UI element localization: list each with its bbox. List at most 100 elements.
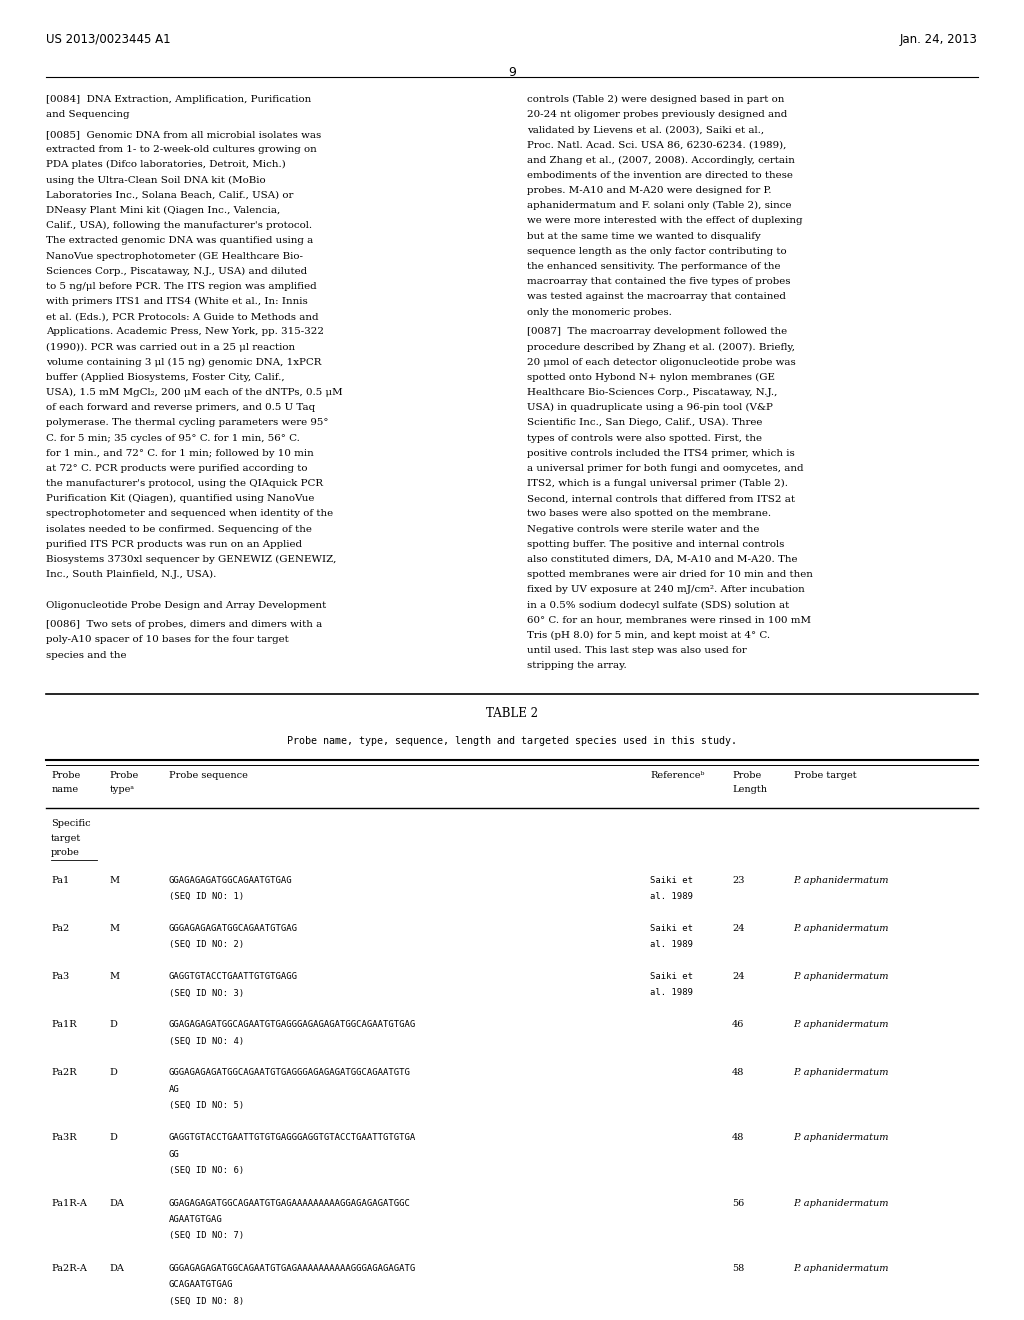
Text: (SEQ ID NO: 2): (SEQ ID NO: 2) — [169, 940, 244, 949]
Text: Oligonucleotide Probe Design and Array Development: Oligonucleotide Probe Design and Array D… — [46, 601, 327, 610]
Text: TABLE 2: TABLE 2 — [486, 708, 538, 721]
Text: [0085]  Genomic DNA from all microbial isolates was: [0085] Genomic DNA from all microbial is… — [46, 129, 322, 139]
Text: buffer (Applied Biosystems, Foster City, Calif.,: buffer (Applied Biosystems, Foster City,… — [46, 372, 285, 381]
Text: Specific: Specific — [51, 818, 91, 828]
Text: isolates needed to be confirmed. Sequencing of the: isolates needed to be confirmed. Sequenc… — [46, 524, 312, 533]
Text: Inc., South Plainfield, N.J., USA).: Inc., South Plainfield, N.J., USA). — [46, 570, 216, 579]
Text: was tested against the macroarray that contained: was tested against the macroarray that c… — [527, 292, 786, 301]
Text: AGAATGTGAG: AGAATGTGAG — [169, 1214, 222, 1224]
Text: for 1 min., and 72° C. for 1 min; followed by 10 min: for 1 min., and 72° C. for 1 min; follow… — [46, 449, 313, 458]
Text: 20-24 nt oligomer probes previously designed and: 20-24 nt oligomer probes previously desi… — [527, 111, 787, 119]
Text: et al. (Eds.), PCR Protocols: A Guide to Methods and: et al. (Eds.), PCR Protocols: A Guide to… — [46, 312, 318, 321]
Text: aphanidermatum and F. solani only (Table 2), since: aphanidermatum and F. solani only (Table… — [527, 201, 792, 210]
Text: GGGAGAGAGATGGCAGAATGTGAG: GGGAGAGAGATGGCAGAATGTGAG — [169, 924, 298, 933]
Text: GAGGTGTACCTGAATTGTGTGAGG: GAGGTGTACCTGAATTGTGTGAGG — [169, 972, 298, 981]
Text: P. aphanidermatum: P. aphanidermatum — [794, 1068, 889, 1077]
Text: but at the same time we wanted to disqualify: but at the same time we wanted to disqua… — [527, 231, 761, 240]
Text: stripping the array.: stripping the array. — [527, 661, 627, 671]
Text: species and the: species and the — [46, 651, 127, 660]
Text: name: name — [51, 785, 78, 795]
Text: Second, internal controls that differed from ITS2 at: Second, internal controls that differed … — [527, 494, 796, 503]
Text: 20 μmol of each detector oligonucleotide probe was: 20 μmol of each detector oligonucleotide… — [527, 358, 796, 367]
Text: to 5 ng/μl before PCR. The ITS region was amplified: to 5 ng/μl before PCR. The ITS region wa… — [46, 281, 316, 290]
Text: C. for 5 min; 35 cycles of 95° C. for 1 min, 56° C.: C. for 5 min; 35 cycles of 95° C. for 1 … — [46, 433, 300, 442]
Text: P. aphanidermatum: P. aphanidermatum — [794, 924, 889, 933]
Text: Jan. 24, 2013: Jan. 24, 2013 — [900, 33, 978, 46]
Text: al. 1989: al. 1989 — [650, 940, 693, 949]
Text: Probe sequence: Probe sequence — [169, 771, 248, 780]
Text: 56: 56 — [732, 1199, 744, 1208]
Text: with primers ITS1 and ITS4 (White et al., In: Innis: with primers ITS1 and ITS4 (White et al.… — [46, 297, 308, 306]
Text: Pa2R: Pa2R — [51, 1068, 77, 1077]
Text: 58: 58 — [732, 1263, 744, 1272]
Text: typeᵃ: typeᵃ — [110, 785, 134, 795]
Text: Tris (pH 8.0) for 5 min, and kept moist at 4° C.: Tris (pH 8.0) for 5 min, and kept moist … — [527, 631, 770, 640]
Text: GG: GG — [169, 1150, 179, 1159]
Text: of each forward and reverse primers, and 0.5 U Taq: of each forward and reverse primers, and… — [46, 403, 315, 412]
Text: the enhanced sensitivity. The performance of the: the enhanced sensitivity. The performanc… — [527, 261, 781, 271]
Text: Calif., USA), following the manufacturer's protocol.: Calif., USA), following the manufacturer… — [46, 220, 312, 230]
Text: Saiki et: Saiki et — [650, 972, 693, 981]
Text: spotted membranes were air dried for 10 min and then: spotted membranes were air dried for 10 … — [527, 570, 813, 579]
Text: D: D — [110, 1134, 118, 1143]
Text: a universal primer for both fungi and oomycetes, and: a universal primer for both fungi and oo… — [527, 463, 804, 473]
Text: ITS2, which is a fungal universal primer (Table 2).: ITS2, which is a fungal universal primer… — [527, 479, 788, 488]
Text: Length: Length — [732, 785, 767, 795]
Text: purified ITS PCR products was run on an Applied: purified ITS PCR products was run on an … — [46, 540, 302, 549]
Text: DA: DA — [110, 1199, 125, 1208]
Text: USA) in quadruplicate using a 96-pin tool (V&P: USA) in quadruplicate using a 96-pin too… — [527, 403, 773, 412]
Text: 23: 23 — [732, 876, 744, 886]
Text: Healthcare Bio-Sciences Corp., Piscataway, N.J.,: Healthcare Bio-Sciences Corp., Piscatawa… — [527, 388, 778, 397]
Text: [0086]  Two sets of probes, dimers and dimers with a: [0086] Two sets of probes, dimers and di… — [46, 620, 323, 630]
Text: (1990)). PCR was carried out in a 25 μl reaction: (1990)). PCR was carried out in a 25 μl … — [46, 342, 295, 351]
Text: target: target — [51, 834, 82, 842]
Text: (SEQ ID NO: 3): (SEQ ID NO: 3) — [169, 989, 244, 998]
Text: GGAGAGAGATGGCAGAATGTGAGAAAAAAAAAGGAGAGAGATGGC: GGAGAGAGATGGCAGAATGTGAGAAAAAAAAAGGAGAGAG… — [169, 1199, 411, 1208]
Text: DA: DA — [110, 1263, 125, 1272]
Text: Negative controls were sterile water and the: Negative controls were sterile water and… — [527, 524, 760, 533]
Text: D: D — [110, 1020, 118, 1030]
Text: (SEQ ID NO: 5): (SEQ ID NO: 5) — [169, 1101, 244, 1110]
Text: M: M — [110, 876, 120, 886]
Text: GCAGAATGTGAG: GCAGAATGTGAG — [169, 1280, 233, 1290]
Text: only the monomeric probes.: only the monomeric probes. — [527, 308, 672, 317]
Text: extracted from 1- to 2-week-old cultures growing on: extracted from 1- to 2-week-old cultures… — [46, 145, 316, 154]
Text: embodiments of the invention are directed to these: embodiments of the invention are directe… — [527, 170, 794, 180]
Text: P. aphanidermatum: P. aphanidermatum — [794, 1134, 889, 1143]
Text: P. aphanidermatum: P. aphanidermatum — [794, 1263, 889, 1272]
Text: GGAGAGAGATGGCAGAATGTGAGGGAGAGAGATGGCAGAATGTGAG: GGAGAGAGATGGCAGAATGTGAGGGAGAGAGATGGCAGAA… — [169, 1020, 416, 1030]
Text: and Zhang et al., (2007, 2008). Accordingly, certain: and Zhang et al., (2007, 2008). Accordin… — [527, 156, 796, 165]
Text: 9: 9 — [508, 66, 516, 79]
Text: M: M — [110, 924, 120, 933]
Text: Referenceᵇ: Referenceᵇ — [650, 771, 705, 780]
Text: poly-A10 spacer of 10 bases for the four target: poly-A10 spacer of 10 bases for the four… — [46, 635, 289, 644]
Text: spotting buffer. The positive and internal controls: spotting buffer. The positive and intern… — [527, 540, 784, 549]
Text: procedure described by Zhang et al. (2007). Briefly,: procedure described by Zhang et al. (200… — [527, 342, 796, 351]
Text: P. aphanidermatum: P. aphanidermatum — [794, 876, 889, 886]
Text: controls (Table 2) were designed based in part on: controls (Table 2) were designed based i… — [527, 95, 784, 104]
Text: (SEQ ID NO: 6): (SEQ ID NO: 6) — [169, 1166, 244, 1175]
Text: Pa2: Pa2 — [51, 924, 70, 933]
Text: spectrophotometer and sequenced when identity of the: spectrophotometer and sequenced when ide… — [46, 510, 333, 519]
Text: DNeasy Plant Mini kit (Qiagen Inc., Valencia,: DNeasy Plant Mini kit (Qiagen Inc., Vale… — [46, 206, 281, 215]
Text: (SEQ ID NO: 8): (SEQ ID NO: 8) — [169, 1296, 244, 1305]
Text: 48: 48 — [732, 1134, 744, 1143]
Text: also constituted dimers, DA, M-A10 and M-A20. The: also constituted dimers, DA, M-A10 and M… — [527, 554, 798, 564]
Text: Pa3R: Pa3R — [51, 1134, 77, 1143]
Text: validated by Lievens et al. (2003), Saiki et al.,: validated by Lievens et al. (2003), Saik… — [527, 125, 765, 135]
Text: using the Ultra-Clean Soil DNA kit (MoBio: using the Ultra-Clean Soil DNA kit (MoBi… — [46, 176, 265, 185]
Text: P. aphanidermatum: P. aphanidermatum — [794, 1199, 889, 1208]
Text: (SEQ ID NO: 1): (SEQ ID NO: 1) — [169, 892, 244, 902]
Text: M: M — [110, 972, 120, 981]
Text: [0087]  The macroarray development followed the: [0087] The macroarray development follow… — [527, 327, 787, 337]
Text: Pa1: Pa1 — [51, 876, 70, 886]
Text: positive controls included the ITS4 primer, which is: positive controls included the ITS4 prim… — [527, 449, 795, 458]
Text: Saiki et: Saiki et — [650, 876, 693, 886]
Text: GGAGAGAGATGGCAGAATGTGAG: GGAGAGAGATGGCAGAATGTGAG — [169, 876, 293, 886]
Text: volume containing 3 μl (15 ng) genomic DNA, 1xPCR: volume containing 3 μl (15 ng) genomic D… — [46, 358, 322, 367]
Text: fixed by UV exposure at 240 mJ/cm². After incubation: fixed by UV exposure at 240 mJ/cm². Afte… — [527, 585, 805, 594]
Text: Scientific Inc., San Diego, Calif., USA). Three: Scientific Inc., San Diego, Calif., USA)… — [527, 418, 763, 428]
Text: P. aphanidermatum: P. aphanidermatum — [794, 1020, 889, 1030]
Text: Probe: Probe — [732, 771, 762, 780]
Text: Pa2R-A: Pa2R-A — [51, 1263, 87, 1272]
